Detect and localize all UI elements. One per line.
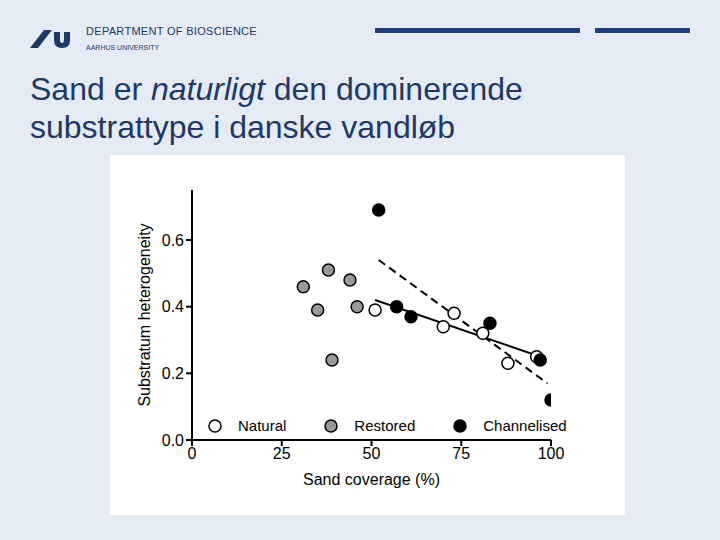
svg-text:0.6: 0.6 <box>162 232 184 249</box>
svg-text:0.2: 0.2 <box>162 365 184 382</box>
svg-text:50: 50 <box>363 445 381 462</box>
svg-text:0.4: 0.4 <box>162 298 184 315</box>
svg-text:Substratum heterogeneity: Substratum heterogeneity <box>136 223 153 406</box>
svg-text:Sand coverage (%): Sand coverage (%) <box>303 471 440 488</box>
html-text:Channelised: Channelised <box>483 417 567 434</box>
svg-text:0: 0 <box>188 445 197 462</box>
html-text:Sand er naturligt den dominere: Sand er naturligt den dominerende substr… <box>30 71 523 145</box>
svg-text:0.0: 0.0 <box>162 432 184 449</box>
svg-text:100: 100 <box>538 445 565 462</box>
html-text:Natural: Natural <box>238 417 287 434</box>
svg-text:75: 75 <box>452 445 470 462</box>
html-text:Restored: Restored <box>354 417 416 434</box>
html-text:AARHUS UNIVERSITY: AARHUS UNIVERSITY <box>86 44 160 51</box>
html-text:DEPARTMENT OF BIOSCIENCE: DEPARTMENT OF BIOSCIENCE <box>86 25 257 37</box>
svg-text:25: 25 <box>273 445 291 462</box>
